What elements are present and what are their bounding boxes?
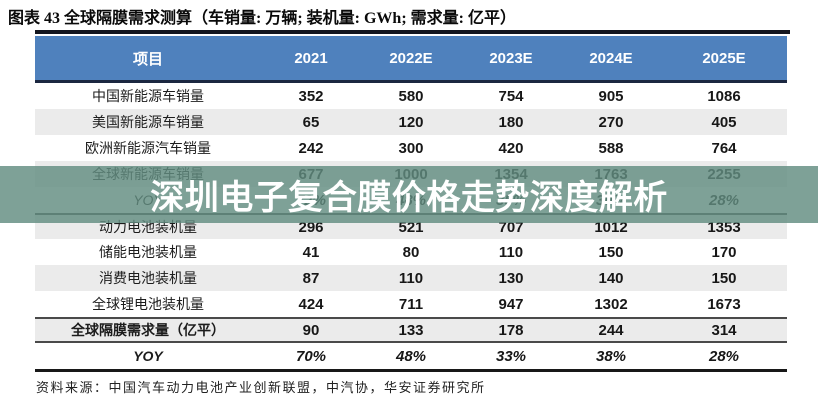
cell-value: 405 [711, 113, 737, 131]
cell-value: 754 [498, 87, 524, 105]
cell-value: 424 [298, 295, 324, 313]
header-cell-year: 2021 [294, 49, 328, 67]
header-cell-year: 2023E [489, 49, 533, 67]
cell-value: 588 [598, 139, 624, 157]
cell-value: 300 [398, 139, 424, 157]
cell-value: 28% [708, 347, 740, 365]
cell-value: 1302 [594, 295, 628, 313]
row-label: 欧洲新能源汽车销量 [85, 142, 211, 157]
cell-value: 87 [302, 269, 320, 287]
cell-value: 270 [598, 113, 624, 131]
table-row: 美国新能源车销量 65 120 180 270 405 [35, 109, 787, 135]
cell-value: 33% [495, 347, 527, 365]
cell-value: 140 [598, 269, 624, 287]
cell-value: 242 [298, 139, 324, 157]
cell-value: 41 [302, 243, 320, 261]
table-row: 全球隔膜需求量（亿平） 90 133 178 244 314 [35, 317, 787, 343]
row-label: 全球隔膜需求量（亿平） [71, 324, 225, 339]
demand-table: 项目 2021 2022E 2023E 2024E 2025E 中国新能源车销量 352 5… [35, 36, 787, 372]
row-label: 动力电池装机量 [99, 221, 197, 236]
row-label: YOY [133, 348, 163, 364]
cell-value: 764 [711, 139, 737, 157]
cell-value: 580 [398, 87, 424, 105]
table-row: 中国新能源车销量 352 580 754 905 1086 [35, 83, 787, 109]
cell-value: 1673 [707, 295, 741, 313]
table-header-row: 项目 2021 2022E 2023E 2024E 2025E [35, 36, 787, 83]
cell-value: 48% [395, 347, 427, 365]
cell-value: 70% [295, 347, 327, 365]
cell-value: 905 [598, 87, 624, 105]
cell-value: 711 [398, 295, 424, 313]
source-note: 资料来源：中国汽车动力电池产业创新联盟，中汽协，华安证券研究所 [36, 380, 486, 395]
cell-value: 180 [498, 113, 524, 131]
figure-title: 图表 43 全球隔膜需求测算（车销量: 万辆; 装机量: GWh; 需求量: 亿… [8, 10, 516, 27]
row-label: 全球锂电池装机量 [92, 298, 204, 313]
table-bottom-rule [35, 369, 787, 372]
cell-value: 130 [498, 269, 524, 287]
cell-value: 420 [498, 139, 524, 157]
cell-value: 170 [711, 243, 737, 261]
cell-value: 110 [498, 243, 524, 261]
cell-value: 110 [398, 269, 424, 287]
watermark-band: 深圳电子复合膜价格走势深度解析 [0, 166, 818, 223]
table-row: 消费电池装机量 87 110 130 140 150 [35, 265, 787, 291]
row-label: 中国新能源车销量 [92, 90, 204, 105]
table-row: YOY 70% 48% 33% 38% 28% [35, 343, 787, 369]
header-cell-year: 2025E [702, 49, 746, 67]
watermark-text: 深圳电子复合膜价格走势深度解析 [150, 178, 668, 218]
cell-value: 244 [598, 321, 624, 339]
header-cell-label: 项目 [132, 51, 163, 68]
table-row: 储能电池装机量 41 80 110 150 170 [35, 239, 787, 265]
cell-value: 65 [302, 113, 320, 131]
cell-value: 1086 [707, 87, 741, 105]
cell-value: 133 [398, 321, 424, 339]
cell-value: 90 [302, 321, 320, 339]
cell-value: 38% [595, 347, 627, 365]
table-row: 欧洲新能源汽车销量 242 300 420 588 764 [35, 135, 787, 161]
cell-value: 150 [711, 269, 737, 287]
cell-value: 314 [711, 321, 737, 339]
row-label: 美国新能源车销量 [92, 116, 204, 131]
cell-value: 150 [598, 243, 624, 261]
table-body: 中国新能源车销量 352 580 754 905 1086 美国新能源车销量 65 120… [35, 83, 787, 369]
table-row: 全球锂电池装机量 424 711 947 1302 1673 [35, 291, 787, 317]
header-cell-year: 2024E [589, 49, 633, 67]
cell-value: 947 [498, 295, 524, 313]
cell-value: 80 [402, 243, 420, 261]
cell-value: 120 [398, 113, 424, 131]
header-cell-year: 2022E [389, 49, 433, 67]
row-label: 消费电池装机量 [99, 272, 197, 287]
cell-value: 352 [298, 87, 324, 105]
title-divider-rule [35, 30, 790, 34]
row-label: 储能电池装机量 [99, 246, 197, 261]
cell-value: 178 [498, 321, 524, 339]
